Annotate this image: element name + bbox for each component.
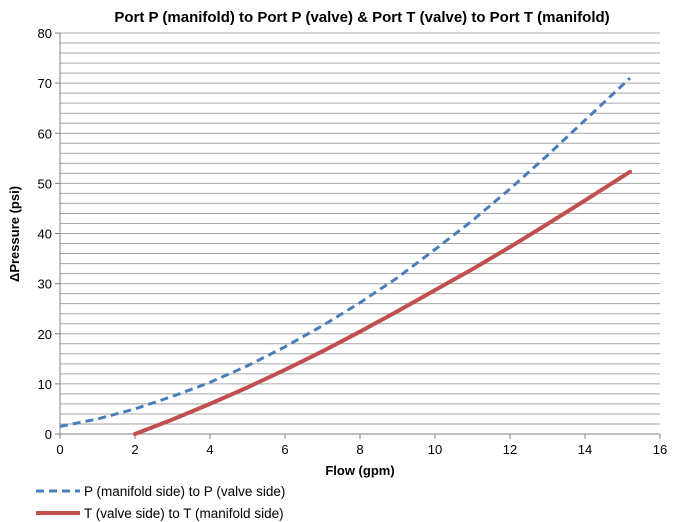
tick-labels: 0 10 20 30 40 50 60 70 80 0 2 4 6 8 10 12 14 16 [38,26,668,457]
y-tick-label: 20 [38,327,52,342]
x-tick-label: 10 [428,442,442,457]
x-tick-label: 6 [281,442,288,457]
x-axis-label: Flow (gpm) [325,463,394,478]
x-tick-label: 14 [578,442,592,457]
series-line-1 [59,77,632,428]
series-group [59,77,632,436]
y-tick-label: 60 [38,126,52,141]
y-tick-label: 10 [38,377,52,392]
axes [55,32,661,439]
y-tick-label: 30 [38,277,52,292]
legend-label-1: P (manifold side) to P (valve side) [84,484,285,499]
y-tick-label: 40 [38,227,52,242]
y-tick-label: 80 [38,26,52,41]
x-tick-label: 16 [653,442,667,457]
legend-label-2: T (valve side) to T (manifold side) [84,506,284,521]
y-axis-label: ΔPressure (psi) [7,186,22,282]
x-tick-label: 2 [131,442,138,457]
x-tick-label: 8 [356,442,363,457]
series-line-2 [133,169,632,436]
x-tick-label: 12 [503,442,517,457]
grid [60,32,660,425]
y-tick-label: 70 [38,76,52,91]
chart-title: Port P (manifold) to Port P (valve) & Po… [114,9,609,26]
legend: P (manifold side) to P (valve side) T (va… [36,484,285,521]
x-tick-label: 4 [206,442,213,457]
x-tick-label: 0 [56,442,63,457]
y-tick-label: 50 [38,176,52,191]
y-tick-label: 0 [45,427,52,442]
